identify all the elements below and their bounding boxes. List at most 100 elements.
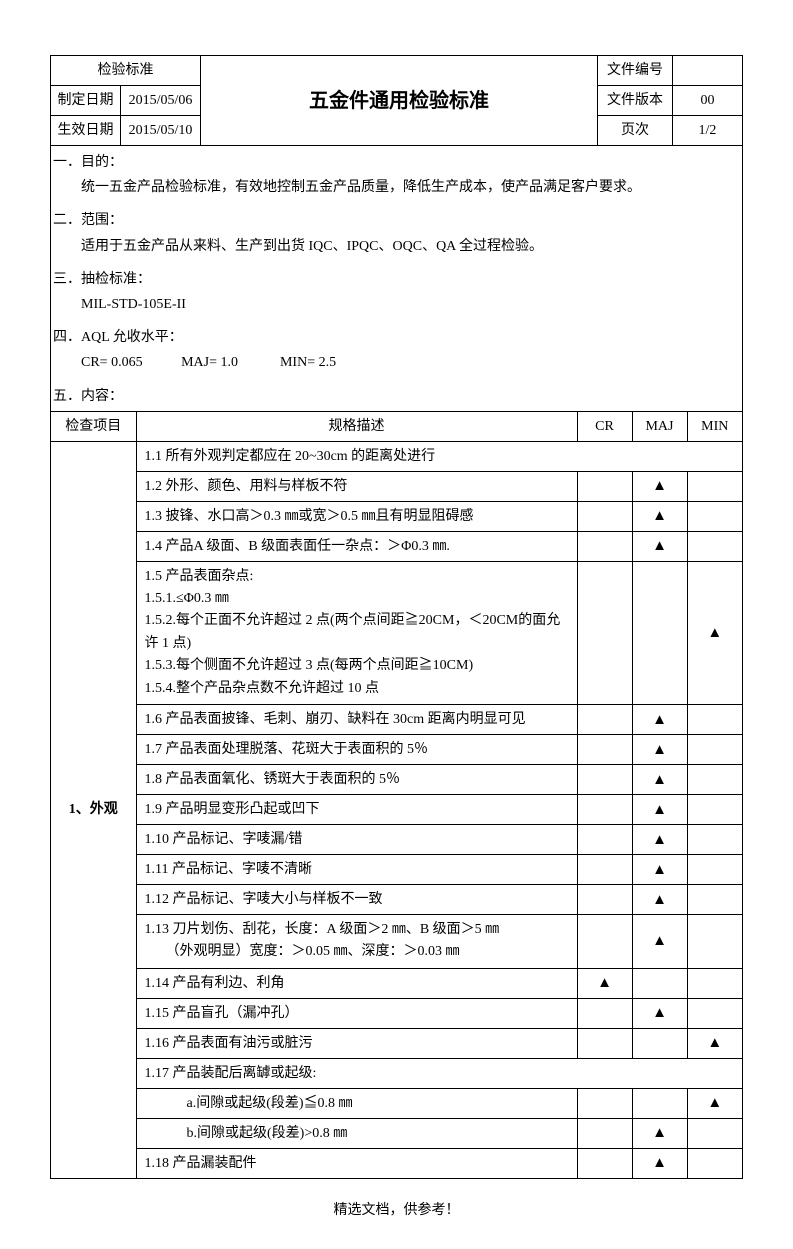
s2-title: 二．范围： xyxy=(53,208,742,233)
cr-cell xyxy=(577,735,632,765)
cr-cell xyxy=(577,1118,632,1148)
inspection-table: 检查项目 规格描述 CR MAJ MIN 1、外观1.1 所有外观判定都应在 2… xyxy=(51,411,742,1178)
desc-cell: 1.6 产品表面披锋、毛刺、崩刃、缺料在 30cm 距离内明显可见 xyxy=(136,705,577,735)
min-cell xyxy=(687,795,742,825)
header-table: 检验标准 五金件通用检验标准 文件编号 制定日期 2015/05/06 文件版本… xyxy=(50,55,743,146)
desc-cell: a.间隙或起级(段差)≦0.8 ㎜ xyxy=(136,1088,577,1118)
maj-cell: ▲ xyxy=(632,501,687,531)
maj-cell: ▲ xyxy=(632,825,687,855)
maj-cell xyxy=(632,1088,687,1118)
cr-cell xyxy=(577,471,632,501)
maj-cell: ▲ xyxy=(632,705,687,735)
table-row: 1.15 产品盲孔（漏冲孔） ▲ xyxy=(51,998,742,1028)
table-row: 1.8 产品表面氧化、锈斑大于表面积的 5％ ▲ xyxy=(51,765,742,795)
maj-cell: ▲ xyxy=(632,1118,687,1148)
col-item: 检查项目 xyxy=(51,411,136,441)
table-row: 1.11 产品标记、字唛不清晰▲ xyxy=(51,855,742,885)
min-cell xyxy=(687,531,742,561)
table-row: 1.16 产品表面有油污或脏污▲ xyxy=(51,1028,742,1058)
col-cr: CR xyxy=(577,411,632,441)
table-row: 1.4 产品A 级面、B 级面表面任一杂点：＞Φ0.3 ㎜. ▲ xyxy=(51,531,742,561)
col-min: MIN xyxy=(687,411,742,441)
table-row: 1.14 产品有利边、利角▲ xyxy=(51,968,742,998)
min-cell: ▲ xyxy=(687,1088,742,1118)
cr-cell xyxy=(577,795,632,825)
s3-body: MIL-STD-105E-II xyxy=(53,292,742,317)
maj-cell xyxy=(632,968,687,998)
section-5: 五．内容： xyxy=(51,380,742,411)
min-cell xyxy=(687,915,742,969)
min-cell xyxy=(687,885,742,915)
date-eff-label: 生效日期 xyxy=(51,116,121,146)
table-row: 1.2 外形、颜色、用料与样板不符 ▲ xyxy=(51,471,742,501)
min-cell: ▲ xyxy=(687,1028,742,1058)
desc-cell: 1.17 产品装配后离罅或起级: xyxy=(136,1058,742,1088)
min-cell xyxy=(687,998,742,1028)
min-cell: ▲ xyxy=(687,561,742,704)
std-label: 检验标准 xyxy=(51,56,201,86)
s1-title: 一．目的： xyxy=(53,150,742,175)
maj-cell: ▲ xyxy=(632,998,687,1028)
s2-body: 适用于五金产品从来料、生产到出货 IQC、IPQC、OQC、QA 全过程检验。 xyxy=(53,234,742,259)
cr-cell xyxy=(577,705,632,735)
min-cell xyxy=(687,471,742,501)
table-row: 1.7 产品表面处理脱落、花斑大于表面积的 5％▲ xyxy=(51,735,742,765)
cr-cell xyxy=(577,1028,632,1058)
min-cell xyxy=(687,735,742,765)
maj-cell: ▲ xyxy=(632,471,687,501)
s4-title: 四．AQL 允收水平： xyxy=(53,325,742,350)
min-cell xyxy=(687,968,742,998)
maj-cell: ▲ xyxy=(632,1148,687,1178)
desc-cell: 1.18 产品漏装配件 xyxy=(136,1148,577,1178)
cr-cell xyxy=(577,915,632,969)
page-num: 1/2 xyxy=(673,116,743,146)
section-1: 一．目的： 统一五金产品检验标准，有效地控制五金产品质量，降低生产成本，使产品满… xyxy=(51,146,742,204)
date-eff: 2015/05/10 xyxy=(121,116,201,146)
doc-title: 五金件通用检验标准 xyxy=(201,56,598,146)
cr-cell xyxy=(577,765,632,795)
category-cell: 1、外观 xyxy=(51,441,136,1178)
cr-cell xyxy=(577,1148,632,1178)
table-row: 1.6 产品表面披锋、毛刺、崩刃、缺料在 30cm 距离内明显可见 ▲ xyxy=(51,705,742,735)
desc-cell: 1.2 外形、颜色、用料与样板不符 xyxy=(136,471,577,501)
maj-cell: ▲ xyxy=(632,531,687,561)
table-row: 1.17 产品装配后离罅或起级: xyxy=(51,1058,742,1088)
table-row: 1.10 产品标记、字唛漏/错▲ xyxy=(51,825,742,855)
min-cell xyxy=(687,765,742,795)
maj-cell xyxy=(632,1028,687,1058)
desc-cell: 1.15 产品盲孔（漏冲孔） xyxy=(136,998,577,1028)
table-row: 1.3 披锋、水口高＞0.3 ㎜或宽＞0.5 ㎜且有明显阻碍感▲ xyxy=(51,501,742,531)
date-made: 2015/05/06 xyxy=(121,86,201,116)
doc-ver: 00 xyxy=(673,86,743,116)
footer-text: 精选文档，供参考！ xyxy=(50,1179,743,1219)
page: 检验标准 五金件通用检验标准 文件编号 制定日期 2015/05/06 文件版本… xyxy=(0,0,793,1249)
desc-cell: 1.13 刀片划伤、刮花，长度：A 级面＞2 ㎜、B 级面＞5 ㎜ （外观明显）… xyxy=(136,915,577,969)
desc-cell: 1.14 产品有利边、利角 xyxy=(136,968,577,998)
cr-cell: ▲ xyxy=(577,968,632,998)
col-desc: 规格描述 xyxy=(136,411,577,441)
desc-cell: 1.8 产品表面氧化、锈斑大于表面积的 5％ xyxy=(136,765,577,795)
s1-body: 统一五金产品检验标准，有效地控制五金产品质量，降低生产成本，使产品满足客户要求。 xyxy=(53,175,742,200)
min-cell xyxy=(687,855,742,885)
maj-cell: ▲ xyxy=(632,795,687,825)
maj-cell: ▲ xyxy=(632,765,687,795)
doc-no-label: 文件编号 xyxy=(598,56,673,86)
cr-cell xyxy=(577,998,632,1028)
s3-title: 三．抽检标准： xyxy=(53,267,742,292)
table-row: 1.13 刀片划伤、刮花，长度：A 级面＞2 ㎜、B 级面＞5 ㎜ （外观明显）… xyxy=(51,915,742,969)
table-row: 1.12 产品标记、字唛大小与样板不一致▲ xyxy=(51,885,742,915)
desc-cell: 1.11 产品标记、字唛不清晰 xyxy=(136,855,577,885)
min-cell xyxy=(687,705,742,735)
content-box: 一．目的： 统一五金产品检验标准，有效地控制五金产品质量，降低生产成本，使产品满… xyxy=(50,146,743,1179)
col-maj: MAJ xyxy=(632,411,687,441)
desc-cell: 1.4 产品A 级面、B 级面表面任一杂点：＞Φ0.3 ㎜. xyxy=(136,531,577,561)
min-cell xyxy=(687,1118,742,1148)
min-cell xyxy=(687,1148,742,1178)
desc-cell: 1.12 产品标记、字唛大小与样板不一致 xyxy=(136,885,577,915)
desc-cell: 1.1 所有外观判定都应在 20~30cm 的距离处进行 xyxy=(136,441,742,471)
cr-cell xyxy=(577,855,632,885)
section-2: 二．范围： 适用于五金产品从来料、生产到出货 IQC、IPQC、OQC、QA 全… xyxy=(51,204,742,262)
cr-cell xyxy=(577,531,632,561)
maj-cell: ▲ xyxy=(632,915,687,969)
section-4: 四．AQL 允收水平： CR= 0.065 MAJ= 1.0 MIN= 2.5 xyxy=(51,321,742,379)
